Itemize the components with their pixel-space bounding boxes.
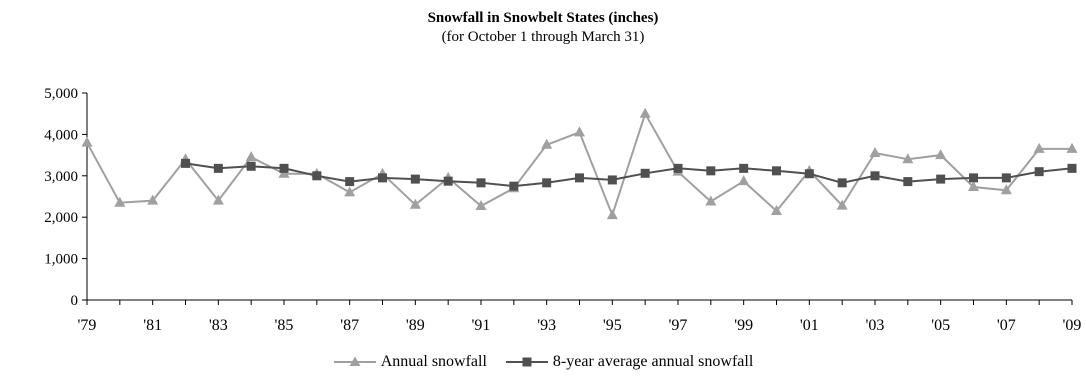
x-tick-label: '83 bbox=[209, 317, 228, 334]
x-tick-label: '89 bbox=[406, 317, 425, 334]
y-tick-label: 3,000 bbox=[44, 169, 78, 185]
data-point bbox=[443, 176, 453, 186]
legend: Annual snowfall 8-year average annual sn… bbox=[0, 352, 1086, 372]
data-point bbox=[147, 194, 159, 205]
data-point bbox=[639, 107, 651, 118]
x-tick-label: '99 bbox=[734, 317, 753, 334]
data-point bbox=[968, 180, 979, 191]
y-tick-label: 4,000 bbox=[44, 127, 78, 143]
data-point bbox=[246, 161, 256, 171]
data-point bbox=[476, 178, 486, 188]
data-point bbox=[738, 175, 750, 186]
y-tick-label: 2,000 bbox=[44, 210, 78, 226]
data-point bbox=[542, 178, 552, 188]
data-point bbox=[936, 174, 946, 184]
x-tick-label: '95 bbox=[603, 317, 622, 334]
data-point bbox=[212, 194, 224, 205]
data-point bbox=[772, 166, 781, 176]
data-point bbox=[606, 209, 618, 220]
x-tick-label: '97 bbox=[669, 317, 688, 334]
data-point bbox=[574, 126, 585, 137]
data-point bbox=[312, 171, 322, 181]
data-point bbox=[1034, 167, 1044, 177]
x-tick-label: '91 bbox=[472, 317, 491, 334]
data-point bbox=[114, 196, 126, 207]
legend-label-average: 8-year average annual snowfall bbox=[552, 353, 754, 370]
data-point bbox=[673, 163, 683, 173]
data-point bbox=[409, 198, 421, 209]
x-tick-label: '01 bbox=[800, 317, 819, 334]
data-point bbox=[969, 173, 978, 183]
x-axis-ticks: '79 '81 '83 '85 '87 '89 '91 '93 '95 '97 '99 '01 '03 '… bbox=[78, 300, 1082, 334]
x-tick-label: '09 bbox=[1063, 317, 1082, 334]
legend-swatch-average bbox=[505, 357, 548, 367]
data-point bbox=[1001, 173, 1011, 183]
y-tick-label: 1,000 bbox=[44, 252, 78, 268]
x-tick-label: '03 bbox=[866, 317, 885, 334]
legend-label-annual: Annual snowfall bbox=[380, 353, 487, 370]
chart-title: Snowfall in Snowbelt States (inches) bbox=[427, 10, 659, 26]
data-point bbox=[181, 158, 190, 168]
data-point bbox=[410, 174, 420, 184]
data-point bbox=[575, 173, 584, 183]
data-point bbox=[870, 171, 880, 181]
x-tick-label: '79 bbox=[78, 317, 97, 334]
data-point bbox=[902, 153, 914, 164]
series-line bbox=[185, 162, 1073, 188]
data-point bbox=[705, 195, 717, 206]
x-tick-label: '87 bbox=[340, 317, 359, 334]
data-point bbox=[1000, 184, 1012, 195]
data-point bbox=[1066, 142, 1078, 153]
y-axis-ticks: 0 1,000 2,000 3,000 4,000 5,000 bbox=[44, 86, 87, 309]
data-point bbox=[1033, 142, 1045, 153]
data-point bbox=[869, 147, 881, 158]
data-point bbox=[378, 173, 387, 183]
legend-item-annual: Annual snowfall bbox=[333, 352, 487, 372]
data-point bbox=[541, 138, 553, 149]
data-point bbox=[279, 163, 289, 173]
y-tick-label: 0 bbox=[71, 293, 79, 309]
data-point bbox=[475, 200, 487, 211]
data-point bbox=[771, 204, 782, 215]
chart-subtitle: (for October 1 through March 31) bbox=[441, 29, 645, 45]
data-point bbox=[837, 178, 847, 188]
data-point bbox=[213, 163, 223, 173]
data-point bbox=[640, 168, 650, 178]
y-tick-label: 5,000 bbox=[44, 86, 78, 102]
data-point bbox=[81, 136, 93, 147]
legend-item-average: 8-year average annual snowfall bbox=[505, 352, 753, 372]
data-point bbox=[739, 163, 749, 173]
legend-swatch-annual bbox=[333, 356, 376, 366]
data-point bbox=[345, 177, 355, 187]
x-tick-label: '85 bbox=[275, 317, 294, 334]
data-point bbox=[607, 175, 617, 185]
series-annual-snowfall bbox=[81, 107, 1078, 220]
x-tick-label: '93 bbox=[537, 317, 556, 334]
series-eight-year-average bbox=[181, 158, 1077, 191]
data-point bbox=[706, 166, 716, 176]
data-point bbox=[1067, 163, 1077, 173]
data-point bbox=[804, 169, 814, 179]
data-point bbox=[509, 181, 519, 191]
data-point bbox=[344, 186, 356, 197]
data-point bbox=[836, 199, 848, 210]
x-tick-label: '05 bbox=[931, 317, 950, 334]
series-layer bbox=[81, 107, 1078, 220]
data-point bbox=[935, 149, 947, 160]
x-tick-label: '07 bbox=[997, 317, 1016, 334]
data-point bbox=[245, 151, 257, 162]
data-point bbox=[903, 177, 913, 187]
x-tick-label: '81 bbox=[143, 317, 162, 334]
